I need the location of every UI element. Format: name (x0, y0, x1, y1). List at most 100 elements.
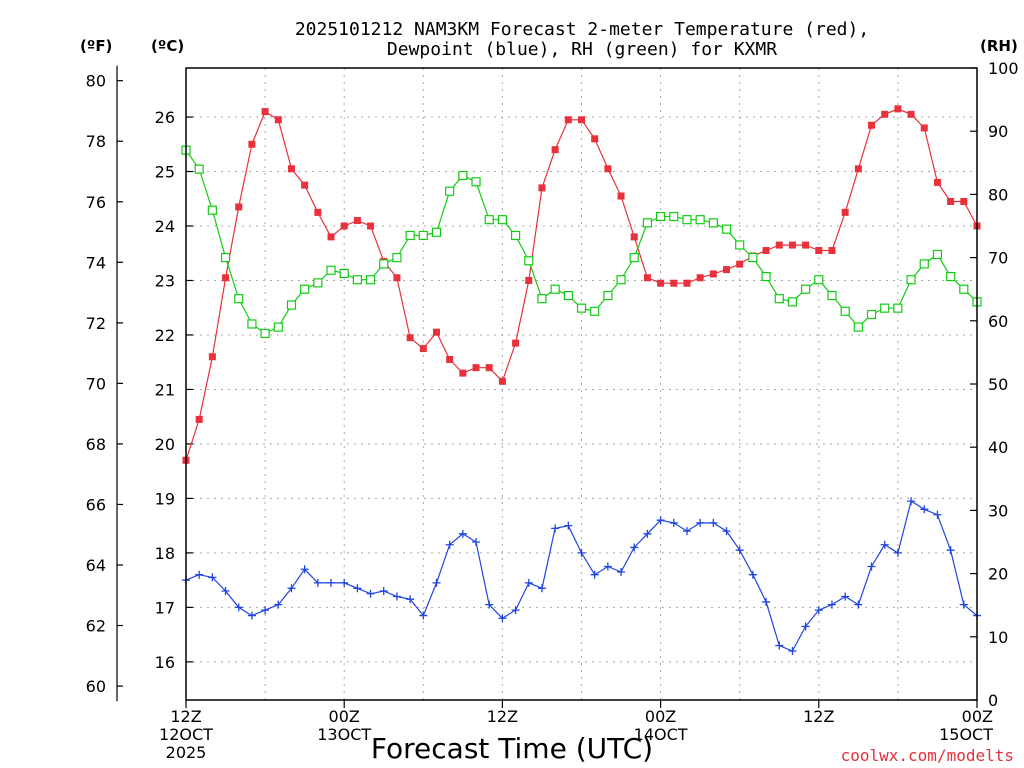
dewpoint-point (366, 589, 375, 598)
rh-tick-label: 20 (988, 565, 1008, 584)
dewpoint-point (841, 592, 850, 601)
temperature-point (498, 377, 506, 385)
rh-point (445, 186, 455, 196)
rh-point (220, 253, 231, 263)
rh-point (431, 227, 442, 237)
dewpoint-point (735, 546, 744, 555)
dewpoint-point (208, 573, 217, 582)
celsius-tick-label: 18 (155, 544, 175, 563)
x-tick-label: 14OCT (634, 725, 688, 744)
temperature-point (802, 241, 810, 249)
temperature-point (683, 279, 691, 287)
rh-point (840, 306, 850, 316)
rh-point (827, 290, 837, 301)
celsius-tick-label: 17 (155, 598, 175, 617)
rh-point (814, 275, 824, 285)
dewpoint-point (472, 538, 481, 546)
dewpoint-point (669, 518, 678, 527)
dewpoint-point (867, 562, 876, 571)
credit-link[interactable]: coolwx.com/modelts (841, 746, 1014, 765)
dewpoint-point (762, 597, 771, 606)
dewpoint-point (353, 584, 362, 593)
rh-tick-label: 30 (988, 501, 1008, 520)
temperature-point (643, 274, 651, 282)
dewpoint-point (577, 548, 586, 557)
temperature-point (591, 135, 599, 143)
temperature-point (578, 116, 585, 124)
temperature-point (261, 108, 269, 116)
temperature-point (828, 247, 836, 255)
fahrenheit-tick-label: 66 (86, 495, 106, 514)
celsius-tick-label: 22 (155, 326, 175, 345)
temperature-point (195, 415, 203, 423)
dewpoint-point (221, 587, 230, 596)
fahrenheit-tick-label: 70 (86, 374, 106, 393)
chart-title-line-1: 2025101212 NAM3KM Forecast 2-meter Tempe… (295, 19, 869, 40)
dewpoint-point (682, 527, 691, 536)
x-tick-label: 12Z (803, 707, 834, 726)
temperature-point (340, 222, 348, 230)
rh-point (866, 309, 877, 320)
rh-point (576, 303, 587, 313)
dewpoint-point (603, 562, 612, 571)
temperature-point (446, 355, 454, 363)
dewpoint-point (564, 521, 573, 530)
temperature-point (353, 217, 361, 225)
temperature-point (512, 339, 520, 347)
celsius-tick-label: 26 (155, 108, 175, 127)
dewpoint-point (854, 600, 863, 609)
dewpoint-point (327, 578, 336, 587)
temperature-point (657, 279, 665, 287)
x-tick-label: 12OCT (159, 725, 213, 744)
dewpoint-point (274, 600, 283, 609)
dewpoint-point (920, 505, 929, 514)
rh-point (708, 218, 718, 228)
axes: 60 62 64 66 68 70 72 74 76 78 80 16 17 18 19 20 21 22 23 24… (86, 59, 1019, 762)
rh-point (405, 230, 415, 241)
rh-point (550, 284, 560, 294)
dewpoint-point (893, 548, 902, 557)
x-tick-label: 2025 (166, 743, 207, 762)
rh-point (392, 253, 402, 263)
temperature-point (960, 197, 968, 205)
rh-point (339, 268, 349, 278)
temperature-point (327, 233, 335, 241)
x-tick-label: 00Z (329, 707, 360, 726)
rh-point (537, 294, 547, 304)
rh-point (194, 164, 204, 174)
rh-tick-label: 90 (988, 122, 1008, 141)
rh-point (629, 253, 639, 263)
dewpoint-point (511, 606, 520, 615)
rh-point (207, 205, 217, 215)
dewpoint-point (234, 603, 243, 612)
temperature-point (432, 328, 440, 336)
rh-tick-label: 100 (988, 59, 1019, 78)
fahrenheit-tick-label: 80 (86, 72, 106, 91)
rh-tick-label: 40 (988, 438, 1008, 457)
temperature-point (301, 181, 309, 189)
rh-point (721, 224, 732, 234)
temperature-point (709, 270, 717, 278)
rh-point (300, 284, 310, 294)
fahrenheit-axis-label: (ºF) (80, 37, 112, 55)
rh-point (247, 319, 257, 329)
dewpoint-point (300, 565, 309, 574)
rh-axis-label: (RH) (980, 37, 1018, 55)
temperature-point (907, 110, 915, 118)
rh-point (893, 303, 903, 313)
dewpoint-point (392, 592, 401, 601)
dewpoint-point (630, 543, 639, 552)
dewpoint-point (907, 497, 916, 506)
x-tick-label: 12Z (170, 707, 201, 726)
temperature-point (287, 165, 295, 173)
dewpoint-point (590, 570, 599, 579)
temperature-point (472, 364, 480, 372)
celsius-tick-label: 25 (155, 163, 175, 182)
rh-point (590, 306, 600, 316)
rh-point (880, 303, 890, 313)
fahrenheit-tick-label: 68 (86, 435, 106, 454)
temperature-point (788, 241, 796, 249)
x-tick-label: 00Z (962, 707, 993, 726)
temperature-point (604, 165, 612, 173)
temperature-point (222, 274, 230, 282)
